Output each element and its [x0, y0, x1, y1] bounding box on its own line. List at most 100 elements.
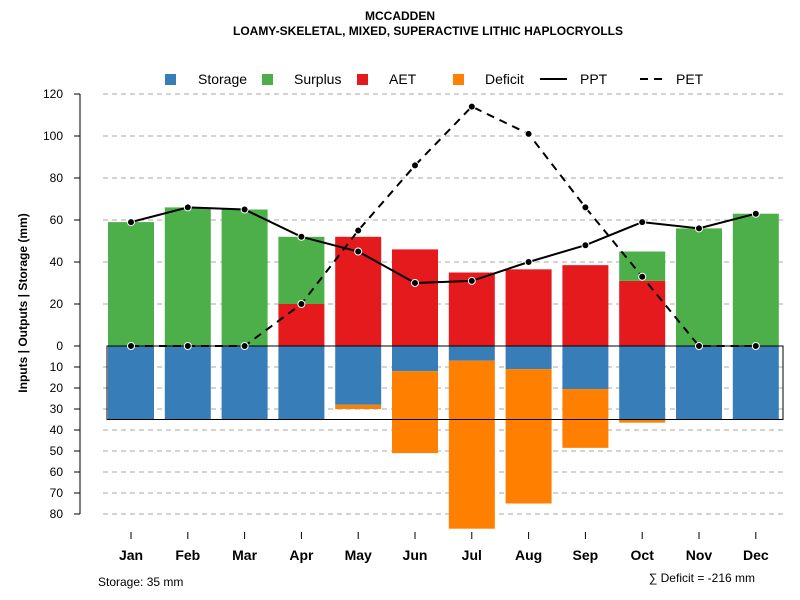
chart-title: MCCADDEN: [365, 9, 435, 23]
y-tick-label: 80: [50, 507, 64, 521]
y-axis-label: Inputs | Outputs | Storage (mm): [16, 213, 30, 392]
pet-point-mar: [240, 342, 249, 350]
y-tick-label: 20: [50, 297, 64, 311]
legend-label-surplus: Surplus: [294, 71, 341, 87]
x-tick-label-jun: Jun: [403, 547, 428, 563]
y-tick-label: 10: [50, 360, 64, 374]
x-tick-label-feb: Feb: [175, 547, 200, 563]
surplus-bar-apr: [278, 236, 325, 304]
aet-bar-aug: [505, 269, 552, 346]
storage-bar-apr: [278, 346, 325, 420]
storage-bar-nov: [676, 346, 722, 420]
surplus-bar-mar: [221, 209, 268, 346]
ppt-point-aug: [524, 258, 533, 266]
surplus-bar-feb: [164, 207, 211, 346]
legend-label-ppt: PPT: [580, 71, 608, 87]
y-tick-label: 60: [50, 465, 64, 479]
x-tick-label-nov: Nov: [686, 547, 713, 563]
storage-bar-jan: [108, 346, 154, 420]
storage-footnote: Storage: 35 mm: [98, 575, 183, 589]
legend-swatch-surplus: [262, 74, 273, 85]
aet-bar-jun: [392, 249, 438, 346]
surplus-bar-dec: [732, 213, 779, 346]
pet-point-apr: [297, 300, 306, 308]
y-tick-label: 60: [50, 213, 64, 227]
x-tick-label-jan: Jan: [119, 547, 143, 563]
storage-bar-may: [335, 346, 382, 405]
x-tick-label-jul: Jul: [462, 547, 482, 563]
y-tick-label: 30: [50, 402, 64, 416]
y-tick-label: 120: [43, 87, 63, 101]
axes: 0 20 40 60 80 100 120 10 20 30 40 50 60 70 80 Jan Feb Mar…: [43, 87, 769, 563]
pet-point-feb: [183, 342, 192, 350]
y-tick-label: 0: [56, 339, 63, 353]
storage-frame: [106, 345, 784, 420]
x-tick-label-mar: Mar: [232, 547, 257, 563]
ppt-point-nov: [695, 224, 703, 233]
storage-bar-jul: [448, 346, 495, 361]
lines: [127, 102, 760, 350]
ppt-point-jun: [411, 279, 419, 287]
x-tick-label-sep: Sep: [573, 547, 599, 563]
surplus-bar-nov: [676, 228, 722, 346]
pet-point-aug: [524, 129, 533, 138]
y-tick-label: 20: [50, 381, 64, 395]
storage-bar-aug: [505, 346, 552, 370]
ppt-point-oct: [638, 218, 647, 227]
storage-bar-dec: [732, 346, 779, 420]
y-tick-label: 50: [50, 444, 64, 458]
aet-bar-apr: [278, 304, 325, 346]
x-tick-label-dec: Dec: [743, 547, 769, 563]
legend-label-deficit: Deficit: [485, 71, 524, 87]
pet-point-sep: [581, 203, 590, 212]
ppt-point-sep: [581, 241, 590, 250]
pet-point-oct: [638, 272, 647, 281]
y-tick-label: 100: [43, 129, 63, 143]
pet-point-dec: [751, 342, 760, 350]
storage-bar-jun: [392, 346, 438, 372]
legend-label-storage: Storage: [198, 71, 247, 87]
x-tick-label-may: May: [345, 547, 372, 563]
ppt-line: [130, 206, 757, 285]
deficit-bar-aug: [505, 369, 552, 504]
pet-point-jan: [127, 342, 135, 350]
surplus-bar-jan: [108, 222, 154, 346]
x-tick-label-oct: Oct: [631, 547, 655, 563]
pet-point-jul: [467, 102, 476, 111]
legend-label-pet: PET: [676, 71, 704, 87]
y-tick-label: 80: [50, 171, 64, 185]
deficit-bar-may: [335, 404, 382, 409]
aet-bar-oct: [619, 280, 666, 346]
ppt-point-may: [354, 247, 363, 256]
deficit-bar-jul: [448, 360, 495, 529]
storage-bar-mar: [221, 346, 268, 420]
legend-swatch-deficit: [453, 74, 464, 85]
ppt-point-mar: [240, 205, 249, 214]
legend-label-aet: AET: [389, 71, 417, 87]
ppt-point-feb: [183, 203, 192, 212]
y-tick-label: 70: [50, 486, 64, 500]
ppt-point-apr: [297, 232, 306, 241]
legend: Storage Surplus AET Deficit PPT PET: [165, 71, 704, 87]
x-tick-label-apr: Apr: [289, 547, 314, 563]
storage-bar-sep: [562, 346, 609, 390]
y-tick-label: 40: [50, 423, 64, 437]
aet-bar-sep: [562, 265, 609, 346]
legend-swatch-storage: [165, 74, 176, 85]
pet-point-nov: [695, 342, 703, 350]
pet-point-may: [354, 226, 363, 235]
deficit-footnote: ∑ Deficit = -216 mm: [649, 571, 755, 585]
x-tick-label-aug: Aug: [515, 547, 542, 563]
pet-line: [131, 105, 756, 347]
chart-subtitle: LOAMY-SKELETAL, MIXED, SUPERACTIVE LITHI…: [233, 24, 623, 38]
deficit-bar-sep: [562, 389, 609, 448]
legend-swatch-aet: [357, 74, 368, 85]
pet-point-jun: [411, 161, 419, 170]
bars: [108, 207, 779, 529]
ppt-point-jul: [467, 276, 476, 285]
storage-bar-oct: [619, 346, 666, 420]
y-tick-label: 40: [50, 255, 64, 269]
storage-capacity-box: [106, 345, 784, 420]
deficit-bar-jun: [392, 371, 438, 454]
